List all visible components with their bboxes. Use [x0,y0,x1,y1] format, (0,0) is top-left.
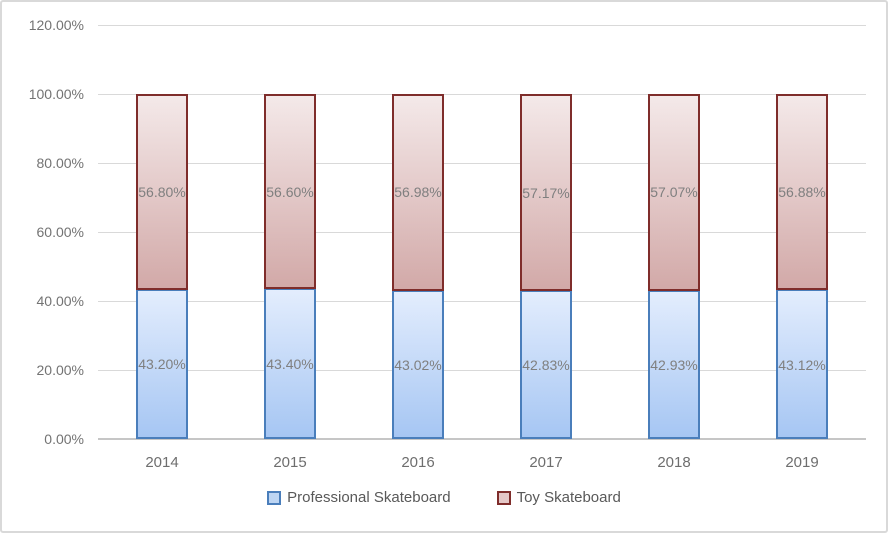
x-axis-category-label: 2015 [273,454,307,471]
bar-segment-toy-skateboard[interactable] [264,94,316,290]
bar-segment-professional-skateboard[interactable] [264,289,316,439]
bar-segment-toy-skateboard[interactable] [520,94,572,292]
legend-item-professional-skateboard[interactable]: Professional Skateboard [267,489,451,506]
y-axis-tick-label: 40.00% [36,293,84,309]
x-axis-category-label: 2017 [529,454,563,471]
x-axis-category-label: 2014 [145,454,179,471]
legend-label: Toy Skateboard [516,489,621,506]
x-axis-line [98,438,866,440]
bar-segment-toy-skateboard[interactable] [392,94,444,291]
bar-segment-professional-skateboard[interactable] [520,291,572,439]
y-axis-tick-label: 120.00% [28,17,84,33]
y-axis-tick-label: 0.00% [44,431,84,447]
y-axis-tick-label: 60.00% [36,224,84,240]
bar-segment-professional-skateboard[interactable] [776,290,828,439]
bar-segment-professional-skateboard[interactable] [392,290,444,439]
y-axis-tick-label: 80.00% [36,155,84,171]
legend-item-toy-skateboard[interactable]: Toy Skateboard [496,489,621,506]
bar-segment-professional-skateboard[interactable] [648,290,700,439]
x-axis-category-label: 2019 [785,454,819,471]
x-axis-category-label: 2016 [401,454,435,471]
horizontal-gridline [98,163,866,164]
legend-swatch-icon [496,490,511,505]
bar-segment-professional-skateboard[interactable] [136,289,188,439]
y-axis-tick-label: 20.00% [36,362,84,378]
horizontal-gridline [98,25,866,26]
legend-swatch-icon [267,490,282,505]
horizontal-gridline [98,94,866,95]
x-axis-category-label: 2018 [657,454,691,471]
horizontal-gridline [98,232,866,233]
horizontal-gridline [98,301,866,302]
y-axis-tick-label: 100.00% [28,86,84,102]
horizontal-gridline [98,370,866,371]
bar-segment-toy-skateboard[interactable] [136,94,188,290]
legend-label: Professional Skateboard [287,489,451,506]
bar-segment-toy-skateboard[interactable] [648,94,700,291]
chart-legend: Professional Skateboard Toy Skateboard [2,489,886,506]
bar-segment-toy-skateboard[interactable] [776,94,828,291]
